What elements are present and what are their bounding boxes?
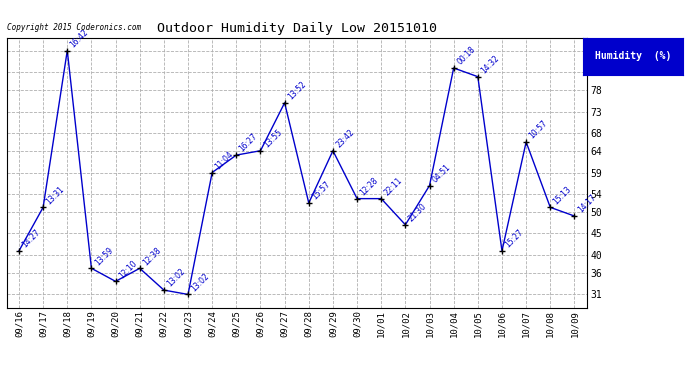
Text: 13:52: 13:52: [286, 80, 308, 101]
Text: 22:11: 22:11: [383, 176, 404, 197]
Text: 04:51: 04:51: [431, 162, 453, 184]
Text: 16:27: 16:27: [238, 132, 259, 154]
Text: Copyright 2015 Coderonics.com: Copyright 2015 Coderonics.com: [7, 23, 141, 32]
Text: 14:27: 14:27: [21, 228, 42, 249]
Text: 13:59: 13:59: [93, 245, 115, 267]
Text: 11:04: 11:04: [214, 149, 235, 171]
Text: 14:17: 14:17: [576, 193, 598, 214]
Text: 15:27: 15:27: [504, 228, 525, 249]
Text: 21:30: 21:30: [407, 202, 428, 223]
Text: 00:18: 00:18: [455, 45, 477, 67]
Text: 23:42: 23:42: [335, 128, 356, 149]
Text: 14:32: 14:32: [480, 54, 501, 75]
Text: 16:42: 16:42: [69, 27, 90, 49]
Text: 15:13: 15:13: [552, 184, 573, 206]
Text: 13:02: 13:02: [190, 271, 211, 293]
Text: 10:57: 10:57: [528, 119, 549, 141]
Text: 12:28: 12:28: [359, 176, 380, 197]
Text: 13:55: 13:55: [262, 128, 284, 149]
Text: 15:57: 15:57: [310, 180, 332, 202]
Text: 13:02: 13:02: [166, 267, 187, 289]
Text: 12:10: 12:10: [117, 258, 139, 280]
Title: Outdoor Humidity Daily Low 20151010: Outdoor Humidity Daily Low 20151010: [157, 22, 437, 35]
Text: 12:38: 12:38: [141, 245, 163, 267]
Text: Humidity  (%): Humidity (%): [595, 51, 671, 61]
Text: 13:31: 13:31: [45, 184, 66, 206]
